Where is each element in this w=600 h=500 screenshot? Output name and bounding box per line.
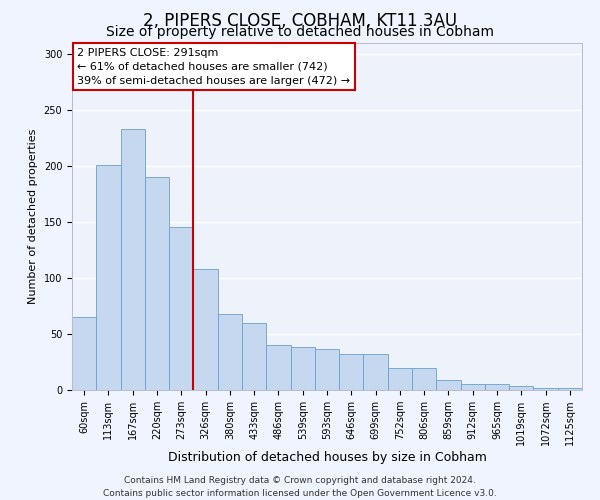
- Bar: [461, 384, 485, 390]
- Bar: [315, 348, 339, 390]
- Bar: [193, 269, 218, 390]
- Bar: [169, 228, 193, 390]
- Bar: [145, 177, 169, 390]
- Text: 2, PIPERS CLOSE, COBHAM, KT11 3AU: 2, PIPERS CLOSE, COBHAM, KT11 3AU: [143, 12, 457, 30]
- Bar: [364, 354, 388, 390]
- Bar: [533, 388, 558, 390]
- Text: 2 PIPERS CLOSE: 291sqm
← 61% of detached houses are smaller (742)
39% of semi-de: 2 PIPERS CLOSE: 291sqm ← 61% of detached…: [77, 48, 350, 86]
- Bar: [121, 129, 145, 390]
- Bar: [485, 384, 509, 390]
- Bar: [339, 354, 364, 390]
- Text: Size of property relative to detached houses in Cobham: Size of property relative to detached ho…: [106, 25, 494, 39]
- Y-axis label: Number of detached properties: Number of detached properties: [28, 128, 38, 304]
- Bar: [266, 345, 290, 390]
- Bar: [412, 368, 436, 390]
- X-axis label: Distribution of detached houses by size in Cobham: Distribution of detached houses by size …: [167, 451, 487, 464]
- Bar: [509, 386, 533, 390]
- Bar: [218, 314, 242, 390]
- Bar: [558, 388, 582, 390]
- Text: Contains HM Land Registry data © Crown copyright and database right 2024.
Contai: Contains HM Land Registry data © Crown c…: [103, 476, 497, 498]
- Bar: [388, 368, 412, 390]
- Bar: [436, 380, 461, 390]
- Bar: [72, 317, 96, 390]
- Bar: [242, 322, 266, 390]
- Bar: [290, 348, 315, 390]
- Bar: [96, 164, 121, 390]
